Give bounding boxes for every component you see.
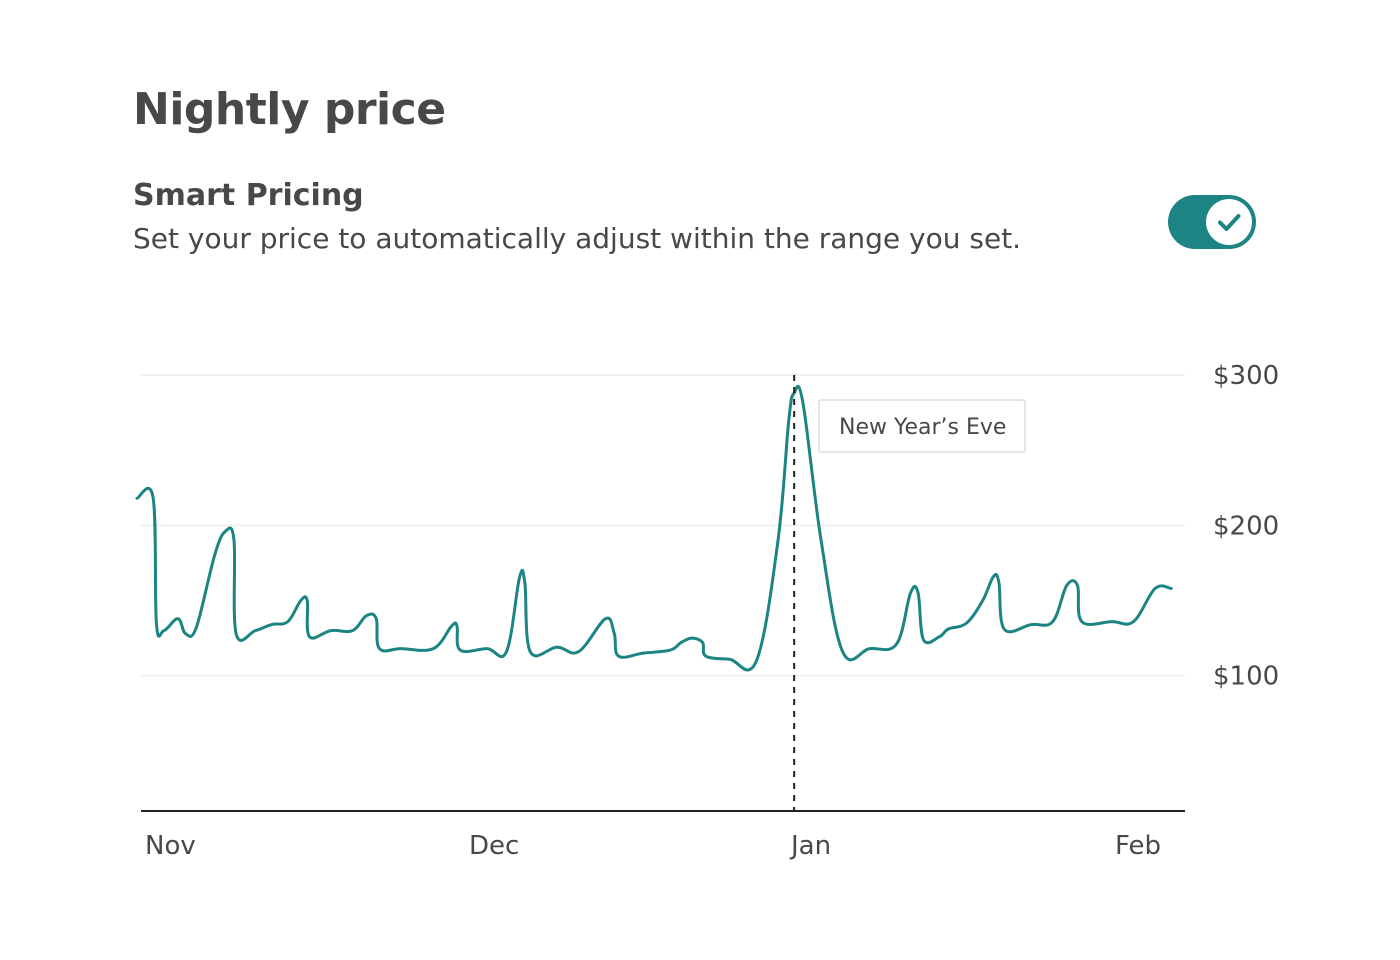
tooltip-box bbox=[818, 399, 1026, 453]
y-tick-label: $200 bbox=[1213, 511, 1279, 541]
grid-lines bbox=[141, 374, 1185, 677]
checkmark-icon bbox=[1218, 214, 1241, 231]
smart-pricing-title: Smart Pricing bbox=[133, 178, 364, 213]
page-title: Nightly price bbox=[133, 84, 446, 135]
x-tick-label: Jan bbox=[789, 831, 831, 861]
x-axis-labels: Nov Dec Jan Feb bbox=[145, 831, 1161, 861]
price-line bbox=[135, 384, 1173, 672]
y-tick-label: $300 bbox=[1213, 361, 1279, 391]
marker-tooltip: New Year’s Eve bbox=[818, 399, 1026, 453]
y-axis-ticks: $300 $200 $100 bbox=[1213, 361, 1279, 692]
smart-pricing-toggle[interactable] bbox=[1168, 195, 1256, 249]
x-tick-label: Dec bbox=[469, 831, 519, 861]
tooltip-label: New Year’s Eve bbox=[839, 415, 1006, 440]
x-tick-label: Nov bbox=[145, 831, 196, 861]
toggle-knob bbox=[1206, 199, 1252, 245]
x-tick-label: Feb bbox=[1115, 831, 1161, 861]
smart-pricing-description: Set your price to automatically adjust w… bbox=[133, 222, 1022, 255]
y-tick-label: $100 bbox=[1213, 662, 1279, 692]
